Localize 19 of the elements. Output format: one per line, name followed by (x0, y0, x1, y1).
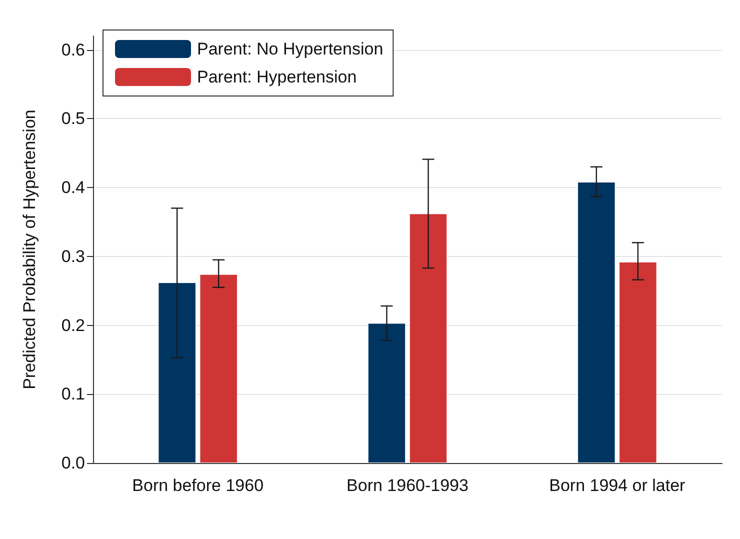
y-tick-label: 0.0 (61, 454, 85, 472)
y-tick-label: 0.5 (61, 109, 85, 128)
bar (619, 262, 657, 463)
y-tick-label: 0.1 (61, 384, 85, 404)
legend-label: Parent: No Hypertension (197, 40, 384, 58)
bar (409, 214, 448, 463)
y-tick-label: 0.6 (61, 40, 85, 60)
bar (200, 274, 238, 463)
y-tick-label: 0.3 (61, 246, 85, 266)
bar (158, 282, 196, 463)
y-axis-title: Predicted Probability of Hypertension (20, 110, 39, 390)
y-tick-label: 0.4 (61, 178, 85, 198)
bar (368, 323, 406, 463)
x-tick-label: Born 1960-1993 (346, 476, 468, 495)
bar (578, 182, 616, 463)
x-tick-label: Born 1994 or later (549, 476, 686, 495)
legend-label: Parent: Hypertension (197, 68, 357, 86)
x-tick-label: Born before 1960 (132, 476, 264, 495)
y-tick-label: 0.2 (61, 316, 85, 335)
